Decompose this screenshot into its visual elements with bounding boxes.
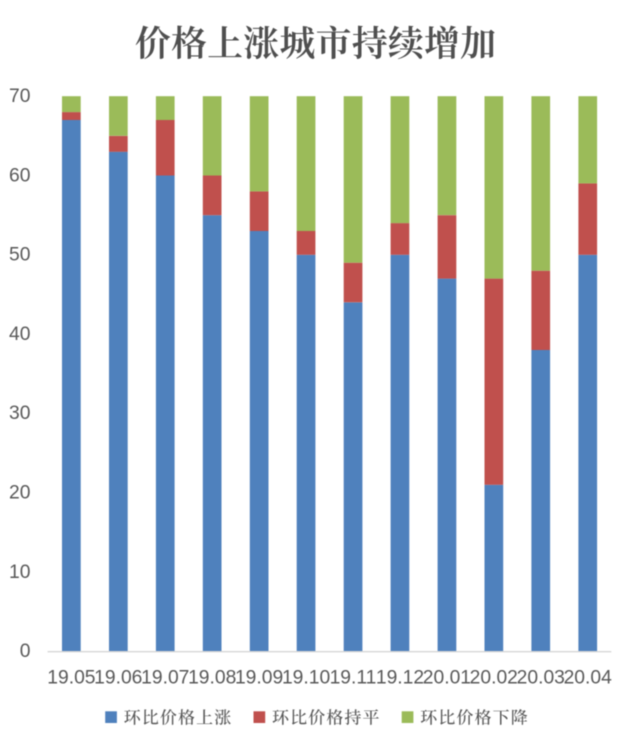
svg-text:30: 30 xyxy=(9,403,30,424)
svg-text:19.08: 19.08 xyxy=(188,667,236,688)
svg-text:19.11: 19.11 xyxy=(330,667,377,688)
svg-text:19.12: 19.12 xyxy=(376,667,424,688)
svg-text:20.02: 20.02 xyxy=(470,667,518,688)
svg-text:19.10: 19.10 xyxy=(282,667,330,688)
svg-text:20.04: 20.04 xyxy=(564,667,613,688)
svg-text:19.05: 19.05 xyxy=(47,667,95,688)
svg-text:10: 10 xyxy=(9,562,30,583)
svg-text:20.03: 20.03 xyxy=(517,667,565,688)
svg-text:60: 60 xyxy=(9,165,30,186)
svg-text:70: 70 xyxy=(9,86,30,107)
svg-text:20.01: 20.01 xyxy=(423,667,471,688)
svg-text:19.06: 19.06 xyxy=(94,667,142,688)
svg-text:19.07: 19.07 xyxy=(141,667,189,688)
svg-text:20: 20 xyxy=(9,483,30,504)
svg-text:19.09: 19.09 xyxy=(235,667,283,688)
svg-text:50: 50 xyxy=(9,245,30,266)
svg-text:0: 0 xyxy=(20,641,31,662)
svg-text:40: 40 xyxy=(9,324,30,345)
